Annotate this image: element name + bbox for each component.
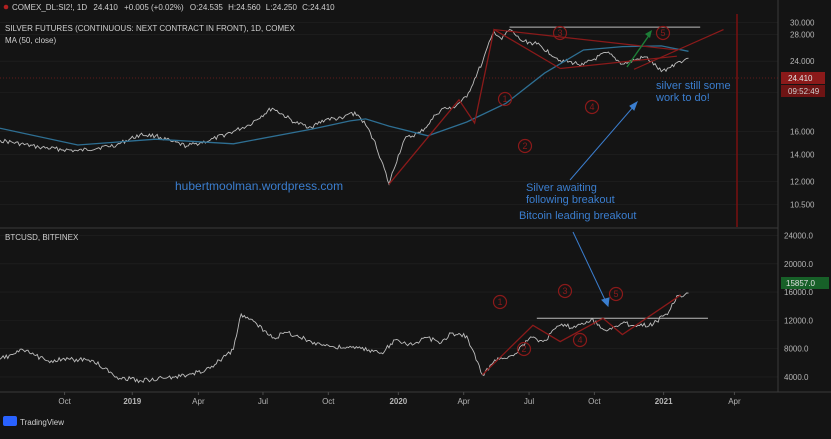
ma-indicator-label[interactable]: MA (50, close) bbox=[5, 36, 56, 45]
header-last: 24.410 bbox=[93, 3, 118, 12]
btc-wave-label: 4 bbox=[577, 335, 582, 345]
time-tick-label: Oct bbox=[588, 397, 601, 406]
silver-ma-line bbox=[0, 45, 689, 146]
btc-wave-label: 5 bbox=[613, 289, 618, 299]
btc-ytick-label: 8000.0 bbox=[784, 345, 809, 354]
time-tick-label: Apr bbox=[457, 397, 470, 406]
btc-price-scale[interactable]: 24000.0 20000.0 16000.0 12000.0 8000.0 4000.0 bbox=[784, 232, 813, 382]
silver-price-line bbox=[0, 28, 689, 186]
tradingview-logo[interactable]: TradingView bbox=[3, 416, 64, 427]
btc-ytick-label: 20000.0 bbox=[784, 260, 813, 269]
btc-wave-circle bbox=[516, 341, 532, 357]
silver-pane-title[interactable]: SILVER FUTURES (CONTINUOUS: NEXT CONTRAC… bbox=[5, 24, 295, 33]
awaiting-note-line1: Silver awaiting bbox=[526, 182, 597, 194]
bitcoin-arrow bbox=[572, 231, 607, 303]
silver-wave-circle bbox=[517, 138, 533, 154]
btc-last-price-tag bbox=[781, 277, 829, 289]
header-c-value: 24.410 bbox=[310, 3, 335, 12]
silver-wave-label: 4 bbox=[589, 102, 594, 112]
silver-triangle-bottom bbox=[560, 55, 677, 70]
btc-wave-line bbox=[481, 294, 682, 376]
silver-wave-circle bbox=[584, 99, 600, 115]
awaiting-arrow-head bbox=[629, 100, 638, 111]
btc-wave-label: 1 bbox=[497, 297, 502, 307]
btc-ytick-label: 12000.0 bbox=[784, 316, 813, 325]
silver-wave-circle bbox=[497, 91, 513, 107]
time-tick-label: 2021 bbox=[655, 397, 673, 406]
header-symbol[interactable]: COMEX_DL:SI2!, 1D 24.410 +0.005 (+0.02%)… bbox=[12, 3, 335, 12]
time-tick-label: 2019 bbox=[123, 397, 141, 406]
time-scale[interactable]: Oct 2019 Apr Jul Oct 2020 Apr Jul Oct 2021 Apr bbox=[58, 392, 741, 406]
silver-wave-label: 1 bbox=[502, 94, 507, 104]
time-tick-label: Jul bbox=[524, 397, 534, 406]
btc-wave-circle bbox=[557, 283, 573, 299]
btc-wave-circle bbox=[572, 332, 588, 348]
silver-wave-circle bbox=[552, 25, 568, 41]
time-tick-label: Apr bbox=[192, 397, 205, 406]
time-tick-label: 2020 bbox=[389, 397, 407, 406]
time-tick-label: Apr bbox=[728, 397, 741, 406]
silver-note-line1: silver still some bbox=[656, 80, 731, 92]
btc-ytick-label: 16000.0 bbox=[784, 288, 813, 297]
tradingview-icon bbox=[3, 416, 17, 426]
silver-ytick-label: 28.000 bbox=[790, 30, 815, 39]
btc-price-line bbox=[0, 292, 689, 384]
silver-last-price-tag bbox=[781, 72, 825, 84]
green-arrow-head bbox=[645, 30, 652, 38]
silver-wave-circle bbox=[655, 25, 671, 41]
time-tick-label: Oct bbox=[322, 397, 335, 406]
btc-pane-title[interactable]: BTCUSD, BITFINEX bbox=[5, 233, 79, 242]
header-change: +0.005 (+0.02%) bbox=[124, 3, 184, 12]
btc-wave-circle bbox=[492, 294, 508, 310]
btc-ytick-label: 24000.0 bbox=[784, 232, 813, 241]
silver-ytick-label: 10.500 bbox=[790, 200, 815, 209]
site-annotation: hubertmoolman.wordpress.com bbox=[175, 179, 343, 193]
silver-countdown-tag bbox=[781, 85, 825, 97]
time-tick-label: Oct bbox=[58, 397, 71, 406]
silver-wave-label: 2 bbox=[522, 141, 527, 151]
silver-wave-label: 3 bbox=[557, 28, 562, 38]
btc-wave-label: 3 bbox=[562, 286, 567, 296]
symbol-header: COMEX_DL:SI2!, 1D 24.410 +0.005 (+0.02%)… bbox=[3, 3, 335, 12]
header-h-label: H: bbox=[228, 3, 236, 12]
silver-ytick-label: 14.000 bbox=[790, 151, 815, 160]
silver-layer: 1 2 3 4 5 bbox=[0, 25, 724, 186]
silver-triangle-top bbox=[493, 28, 677, 51]
awaiting-arrow bbox=[569, 105, 635, 181]
silver-ytick-label: 16.000 bbox=[790, 127, 815, 136]
header-o-label: O: bbox=[190, 3, 198, 12]
btc-ytick-label: 4000.0 bbox=[784, 373, 809, 382]
silver-wave-line bbox=[388, 28, 561, 185]
header-h-value: 24.560 bbox=[236, 3, 261, 12]
awaiting-note-line2: following breakout bbox=[526, 194, 615, 206]
silver-ytick-label: 12.000 bbox=[790, 177, 815, 186]
bitcoin-arrow-head bbox=[601, 297, 610, 308]
silver-note-line2: work to do! bbox=[655, 92, 710, 104]
tradingview-brand: TradingView bbox=[20, 418, 64, 427]
bitcoin-note: Bitcoin leading breakout bbox=[519, 210, 636, 222]
silver-ytick-label: 24.000 bbox=[790, 57, 815, 66]
time-tick-label: Jul bbox=[258, 397, 268, 406]
btc-layer: 1 2 3 4 5 bbox=[0, 283, 708, 384]
green-projection-arrow bbox=[626, 33, 651, 68]
live-dot-icon bbox=[3, 4, 9, 10]
btc-wave-circle bbox=[608, 286, 624, 302]
btc-wave-label: 2 bbox=[521, 344, 526, 354]
silver-wave-label: 5 bbox=[660, 28, 665, 38]
annotation-arrows bbox=[569, 100, 638, 308]
btc-last-price-label: 15857.0 bbox=[786, 279, 815, 288]
header-c-label: C: bbox=[302, 3, 310, 12]
silver-countdown-label: 09:52:49 bbox=[788, 87, 820, 96]
header-o-value: 24.535 bbox=[198, 3, 223, 12]
silver-breakout-trend bbox=[633, 28, 724, 70]
header-symbol-text: COMEX_DL:SI2!, 1D bbox=[12, 3, 87, 12]
silver-grid bbox=[0, 22, 778, 205]
header-l-value: 24.250 bbox=[272, 3, 297, 12]
silver-ytick-label: 30.000 bbox=[790, 18, 815, 27]
header-l-label: L: bbox=[266, 3, 273, 12]
silver-last-price-label: 24.410 bbox=[788, 74, 813, 83]
